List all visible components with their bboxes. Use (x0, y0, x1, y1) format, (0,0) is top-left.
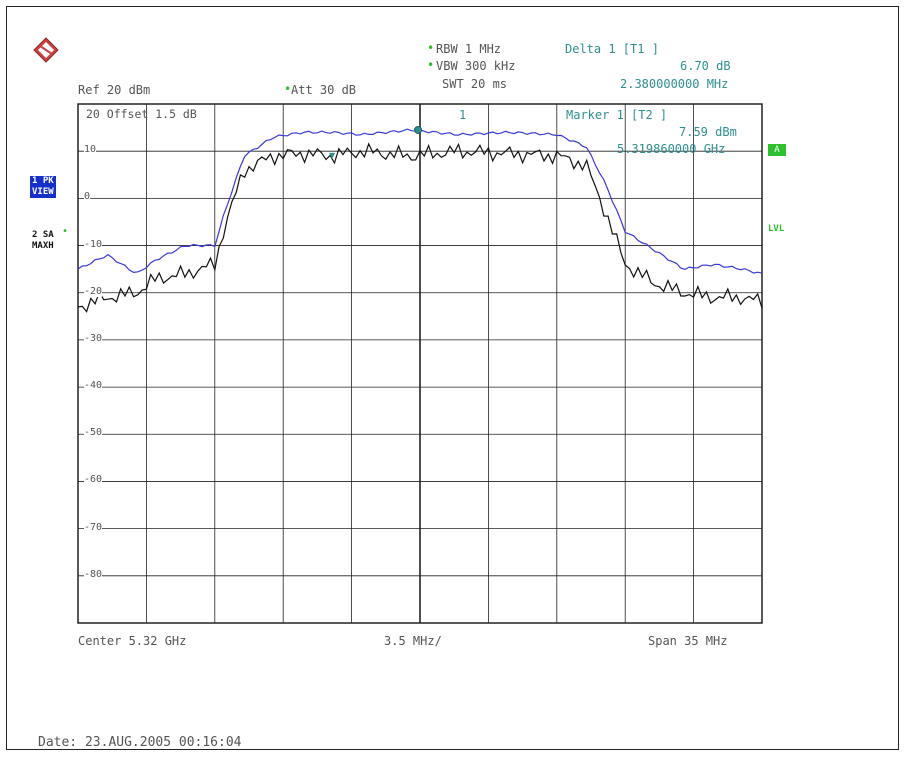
delta-value: 6.70 dB (680, 59, 731, 73)
offset-label: 20 Offset 1.5 dB (86, 107, 197, 121)
y-tick-label: -10 (84, 238, 103, 250)
att-star-icon: • (284, 82, 292, 96)
y-tick-label: -80 (84, 568, 103, 580)
marker-freq: 5.319860000 GHz (617, 142, 726, 156)
trace2-line2: MAXH (32, 241, 54, 251)
delta-marker-point (329, 152, 336, 159)
ref-label: Ref 20 dBm (78, 83, 151, 97)
marker-title: Marker 1 [T2 ] (566, 108, 668, 122)
vbw-star-icon: • (427, 58, 435, 72)
marker-point (414, 125, 423, 134)
vbw-label: VBW 300 kHz (436, 59, 516, 73)
trace-sample-line (77, 142, 763, 313)
lvl-label: LVL (768, 224, 785, 234)
att-label: Att 30 dB (291, 83, 357, 97)
date-label: Date: 23.AUG.2005 00:16:04 (38, 735, 242, 750)
rs-logo-icon (33, 37, 59, 63)
rbw-label: RBW 1 MHz (436, 42, 502, 56)
y-tick-label: 0 (84, 191, 91, 203)
span-label: Span 35 MHz (648, 634, 728, 648)
y-tick-label: -40 (84, 380, 103, 392)
rbw-star-icon: • (427, 41, 435, 55)
trace2-line1: 2 SA (32, 230, 54, 240)
trace2-badge: 2 SA MAXH (32, 230, 54, 252)
y-tick-label: -70 (84, 521, 103, 533)
y-tick-label: 10 (84, 144, 97, 156)
trace1-badge: 1 PK VIEW (30, 176, 56, 198)
delta-freq: 2.380000000 MHz (620, 77, 729, 91)
y-tick-label: -50 (84, 427, 103, 439)
report-frame (6, 6, 899, 750)
swt-label: SWT 20 ms (442, 77, 508, 91)
trace1-line2: VIEW (32, 187, 54, 197)
y-tick-label: -20 (84, 285, 103, 297)
freq-per-div-label: 3.5 MHz/ (384, 634, 442, 648)
y-tick-label: -30 (84, 332, 103, 344)
trace2-star-icon: • (62, 226, 69, 237)
center-freq-label: Center 5.32 GHz (78, 634, 187, 648)
y-tick-label: -60 (84, 474, 103, 486)
trace1-line1: 1 PK (32, 176, 54, 186)
badge-a: A (768, 144, 786, 156)
marker-value: 7.59 dBm (679, 125, 737, 139)
marker-number-label: 1 (459, 108, 467, 122)
delta-title: Delta 1 [T1 ] (565, 42, 659, 56)
